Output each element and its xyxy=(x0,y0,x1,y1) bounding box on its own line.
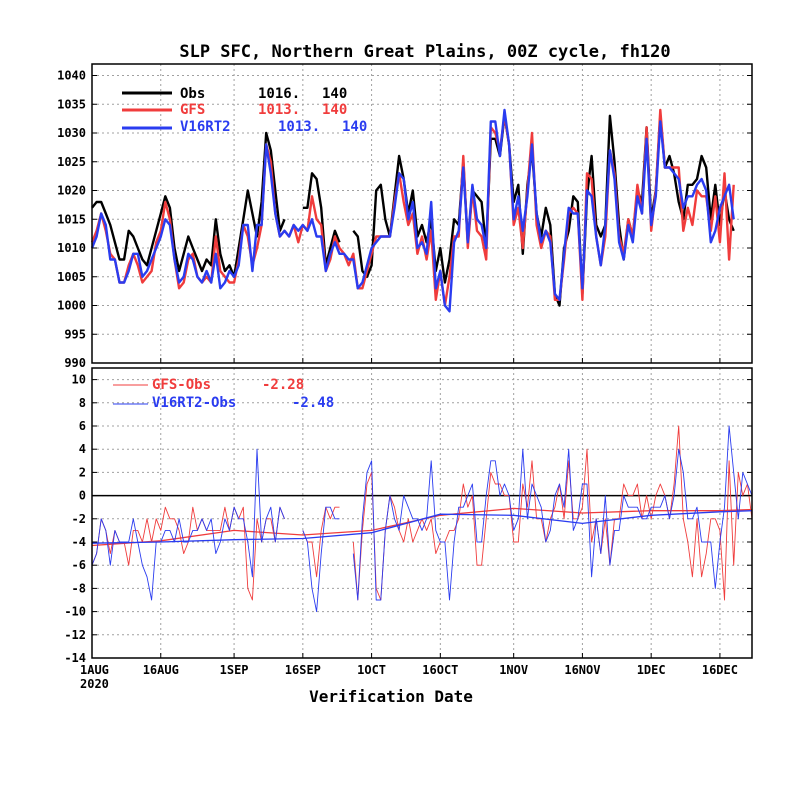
plot-frame xyxy=(91,63,753,364)
legend-label-v16rt2-obs: V16RT2-Obs xyxy=(152,395,236,411)
bottom-panel: -14 -12 -10 -8 -6 -4 -2 0 2 4 6 8 10 xyxy=(64,367,753,665)
y-tick-label: 4 xyxy=(79,442,86,456)
y-tick-label: 990 xyxy=(64,356,86,370)
y-tick-label: 1010 xyxy=(57,241,86,255)
y-tick-label: 10 xyxy=(72,373,86,387)
plot-area xyxy=(92,368,752,658)
y-tick-label: 1030 xyxy=(57,126,86,140)
legend-mean-v16rt2: 1013. xyxy=(278,119,320,135)
legend-mean-gfs-obs: -2.28 xyxy=(262,377,304,393)
x-tick-label: 16SEP xyxy=(285,663,321,677)
y-tick-label: 1040 xyxy=(57,69,86,83)
x-axis: 1AUG 16AUG 1SEP 16SEP 1OCT 16OCT 1NOV 16NOV 1DEC… xyxy=(80,358,738,691)
legend-entry-v16rt2: V16RT2 1013. 140 xyxy=(122,119,367,135)
legend-mean-v16rt2-obs: -2.48 xyxy=(292,395,334,411)
top-legend: Obs 1016. 140 GFS 1013. 140 V16RT2 1013.… xyxy=(122,86,367,135)
y-ticks: -14 -12 -10 -8 -6 -4 -2 0 2 4 6 8 10 xyxy=(64,373,752,665)
legend-entry-obs: Obs 1016. 140 xyxy=(122,86,347,102)
y-tick-label: 2 xyxy=(79,465,86,479)
legend-mean-gfs: 1013. xyxy=(258,102,300,118)
x-tick-label: 1NOV xyxy=(499,663,528,677)
x-tick-label: 1DEC xyxy=(637,663,666,677)
legend-entry-gfs: GFS 1013. 140 xyxy=(122,102,347,118)
series-group xyxy=(91,425,753,613)
legend-count-gfs: 140 xyxy=(322,102,347,118)
legend-count-v16rt2: 140 xyxy=(342,119,367,135)
top-panel: 990 995 1000 1005 1010 1015 1020 1025 1030 1035 10… xyxy=(57,63,753,370)
running-mean-v16rt2-obs xyxy=(91,510,753,544)
legend-mean-obs: 1016. xyxy=(258,86,300,102)
legend-label-gfs: GFS xyxy=(180,102,205,118)
x-tick-label: 1OCT xyxy=(357,663,386,677)
x-tick-label: 1SEP xyxy=(220,663,249,677)
y-tick-label: 1020 xyxy=(57,184,86,198)
plot-frame xyxy=(91,367,753,659)
legend-count-obs: 140 xyxy=(322,86,347,102)
x-tick-label: 16DEC xyxy=(702,663,738,677)
y-tick-label: -14 xyxy=(64,651,86,665)
chart-title: SLP SFC, Northern Great Plains, 00Z cycl… xyxy=(179,42,670,62)
series-group xyxy=(90,108,735,313)
x-tick-label: 16OCT xyxy=(422,663,458,677)
x-axis-title: Verification Date xyxy=(309,687,473,706)
y-tick-label: 1025 xyxy=(57,155,86,169)
y-tick-label: 1015 xyxy=(57,212,86,226)
x-tick-label: 16NOV xyxy=(564,663,600,677)
bottom-legend: GFS-Obs -2.28 V16RT2-Obs -2.48 xyxy=(113,377,334,411)
y-tick-label: 0 xyxy=(79,489,86,503)
legend-label-v16rt2: V16RT2 xyxy=(180,119,231,135)
x-tick-label: 16AUG xyxy=(143,663,179,677)
y-tick-label: 1000 xyxy=(57,299,86,313)
y-tick-label: 1035 xyxy=(57,97,86,111)
running-mean-gfs-obs xyxy=(91,507,753,547)
legend-label-gfs-obs: GFS-Obs xyxy=(152,377,211,393)
series-line-v16rt2 xyxy=(90,108,735,313)
y-tick-label: -4 xyxy=(72,535,86,549)
y-tick-label: -10 xyxy=(64,605,86,619)
y-tick-label: -2 xyxy=(72,512,86,526)
y-ticks: 990 995 1000 1005 1010 1015 1020 1025 1030 1035 10… xyxy=(57,69,752,370)
y-tick-label: -6 xyxy=(72,558,86,572)
grid xyxy=(92,64,752,363)
y-tick-label: 8 xyxy=(79,396,86,410)
x-tick-label: 1AUG xyxy=(80,663,109,677)
x-axis-year: 2020 xyxy=(80,677,109,691)
y-tick-label: 1005 xyxy=(57,270,86,284)
legend-entry-gfs-obs: GFS-Obs -2.28 xyxy=(113,377,304,393)
legend-label-obs: Obs xyxy=(180,86,205,102)
y-tick-label: 995 xyxy=(64,327,86,341)
legend-entry-v16rt2-obs: V16RT2-Obs -2.48 xyxy=(113,395,334,411)
y-tick-label: 6 xyxy=(79,419,86,433)
y-tick-label: -8 xyxy=(72,581,86,595)
y-tick-label: -12 xyxy=(64,628,86,642)
